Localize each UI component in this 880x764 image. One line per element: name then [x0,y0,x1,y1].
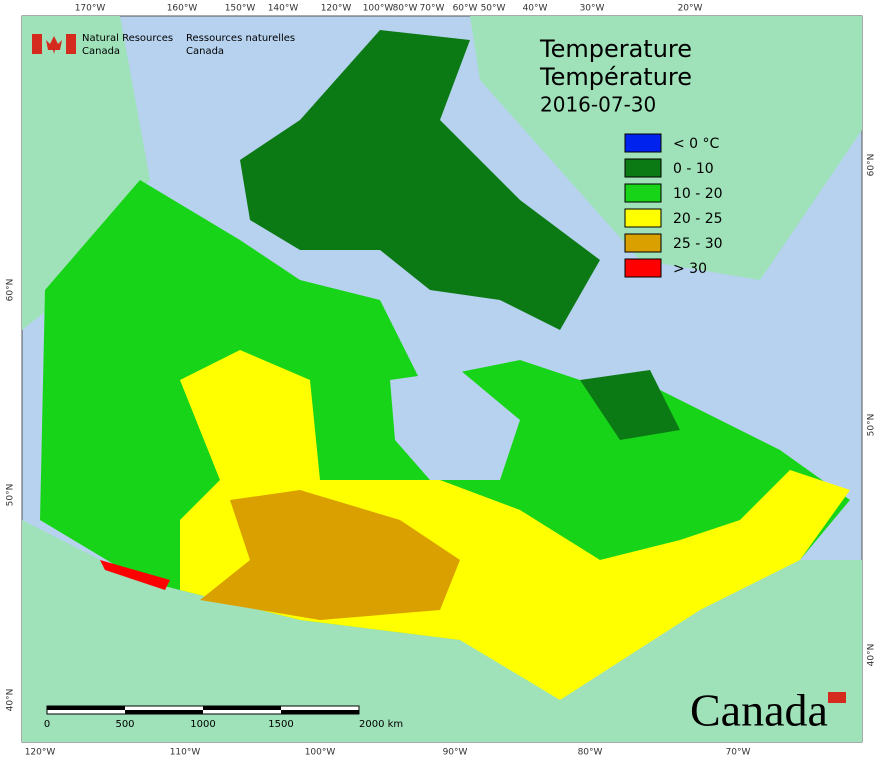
scale-segment [281,710,359,714]
scale-label: 1000 [190,719,215,730]
org-fr: Ressources naturelles [186,33,295,44]
hudson-bay [390,370,520,480]
legend-swatch [624,133,662,153]
lon-label: 60°W [453,4,478,14]
scale-labels: 0 500 1000 1500 2000 km [44,719,403,730]
surrounding-land [22,16,862,742]
lat-label: 60°N [6,279,16,302]
scale-segment [125,710,203,714]
zone-0-10 [580,370,680,440]
lat-label: 50°N [6,484,16,507]
lon-label: 80°W [578,748,603,758]
legend-swatch [624,233,662,253]
scale-label: 0 [44,719,50,730]
usa [22,520,862,742]
scale-label: 1500 [268,719,293,730]
legend: < 0 °C 0 - 10 10 - 20 20 - 25 25 - 30 > 30 [624,133,723,278]
lon-label: 100°W [305,748,336,758]
lon-label: 120°W [25,748,56,758]
scale-bar [46,705,360,715]
greenland [470,16,862,280]
lon-label: 150°W [225,4,256,14]
legend-label: 25 - 30 [673,236,723,252]
lon-label: 70°W [420,4,445,14]
org-en: Natural Resources [82,33,173,44]
arctic-islands [240,30,600,330]
lon-label: 160°W [167,4,198,14]
title: Température [539,63,692,91]
lon-label: 70°W [726,748,751,758]
scale-segment [203,706,281,710]
lon-label: 90°W [443,748,468,758]
lon-label: 80°W [393,4,418,14]
lat-label: 50°N [867,414,877,437]
canada [40,30,850,700]
lon-label: 20°W [678,4,703,14]
lon-label: 30°W [580,4,605,14]
legend-label: 10 - 20 [673,186,723,202]
legend-swatch [624,258,662,278]
legend-swatch [624,183,662,203]
lat-label: 60°N [867,154,877,177]
scale-label: 2000 km [359,719,403,730]
lat-label: 40°N [6,689,16,712]
scale-segment [47,706,125,710]
lon-label: 170°W [75,4,106,14]
lat-label: 40°N [867,644,877,667]
flag-bar [32,34,42,54]
legend-label: > 30 [673,261,707,277]
nrcan-logo: Natural Resources Canada Ressources natu… [32,33,295,57]
lon-label: 50°W [481,4,506,14]
legend-swatch [624,208,662,228]
zone-25-30 [200,490,460,620]
legend-label: 0 - 10 [673,161,714,177]
lon-label: 110°W [170,748,201,758]
lon-label: 120°W [321,4,352,14]
org-en: Canada [82,46,120,57]
wordmark-flag [828,692,846,703]
flag-bar [66,34,76,54]
legend-label: < 0 °C [673,136,720,152]
alaska [22,16,150,330]
scale-label: 500 [115,719,134,730]
lon-label: 40°W [523,4,548,14]
legend-swatch [624,158,662,178]
org-fr: Canada [186,46,224,57]
legend-label: 20 - 25 [673,211,723,227]
zone-over-30 [100,560,170,590]
wordmark: Canada [690,685,828,736]
graticule-labels: 170°W 160°W 150°W 140°W 120°W 100°W 80°W 70°W 60… [6,4,877,758]
maple-leaf [46,36,62,54]
lon-label: 140°W [268,4,299,14]
lon-label: 100°W [363,4,394,14]
title: 2016-07-30 [540,93,656,117]
title: Temperature [539,35,692,63]
